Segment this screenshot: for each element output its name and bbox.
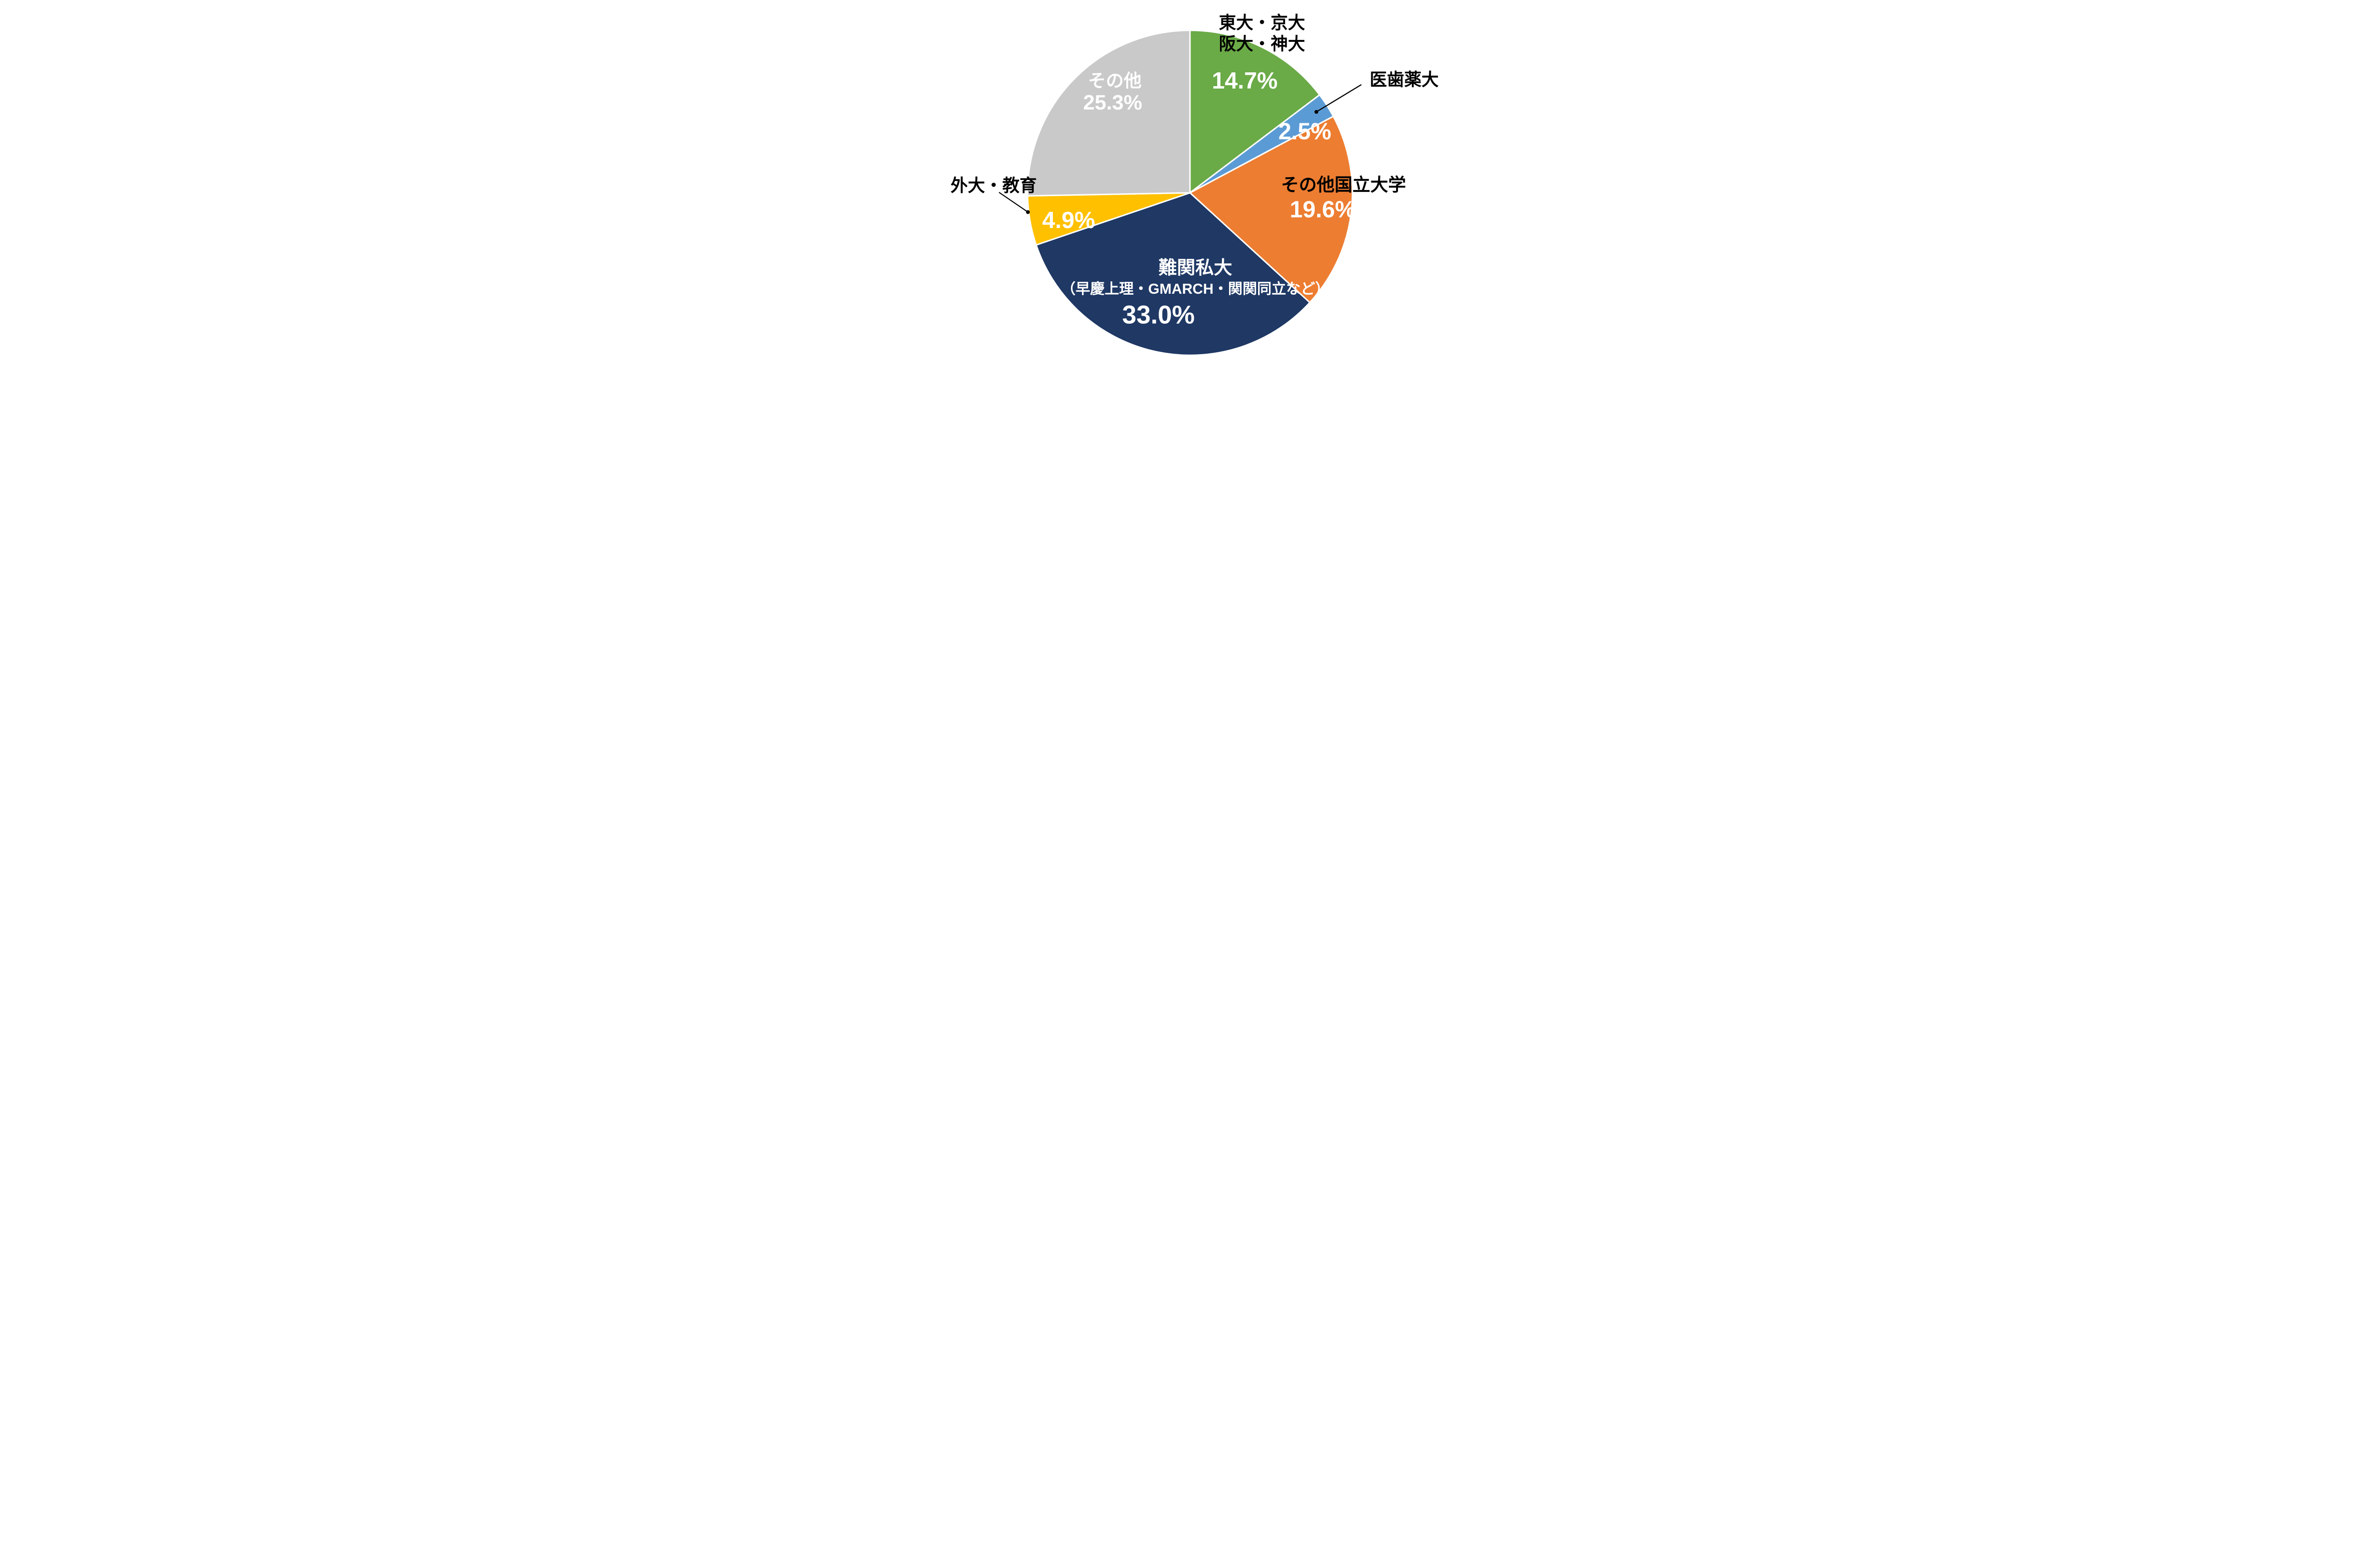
leader-line-gaidai-kyoiku [999, 192, 1029, 213]
pie-slice-nankan-shidai [1035, 192, 1311, 356]
slice-pct-gaidai-kyoiku: 4.9% [1042, 208, 1095, 233]
slice-pct-sonota-kokuritsu: 19.6% [1290, 197, 1356, 223]
leader-dot-gaidai-kyoiku [1026, 210, 1030, 214]
pie-chart-svg: 東大・京大 阪大・神大 14.7% 医歯薬大 2.5% その他国立大学 19.6… [951, 13, 1439, 356]
slice-label-sonota-kokuritsu: その他国立大学 [1281, 175, 1406, 195]
slice-label-nankan-shidai-line2: （早慶上理・GMARCH・関関同立など） [1061, 281, 1329, 297]
pie-chart-figure: 東大・京大 阪大・神大 14.7% 医歯薬大 2.5% その他国立大学 19.6… [892, 0, 1488, 386]
slice-pct-ishiyakudai: 2.5% [1279, 119, 1331, 144]
pie-slice-sonota-kokuritsu-daigaku [1189, 115, 1353, 303]
slice-label-nankan-shidai-line1: 難関私大 [1159, 258, 1232, 279]
pie [1027, 30, 1353, 356]
slice-pct-sonota: 25.3% [1083, 91, 1142, 114]
leader-line-ishiyakudai [1316, 84, 1362, 113]
slice-label-todai-kyodai-line2: 阪大・神大 [1219, 34, 1305, 54]
pie-slice-todai-kyodai-handai-shindai [1189, 30, 1320, 194]
slice-label-todai-kyodai-line1: 東大・京大 [1219, 13, 1305, 32]
slice-label-sonota: その他 [1088, 71, 1142, 91]
slice-label-ishiyakudai: 医歯薬大 [1369, 70, 1438, 90]
slice-pct-todai-kyodai: 14.7% [1212, 68, 1278, 94]
leader-dot-ishiyakudai [1314, 110, 1319, 114]
pie-slice-sonota [1027, 30, 1191, 197]
slice-pct-nankan-shidai: 33.0% [1122, 300, 1195, 329]
slice-label-gaidai-kyoiku: 外大・教育 [951, 176, 1037, 195]
